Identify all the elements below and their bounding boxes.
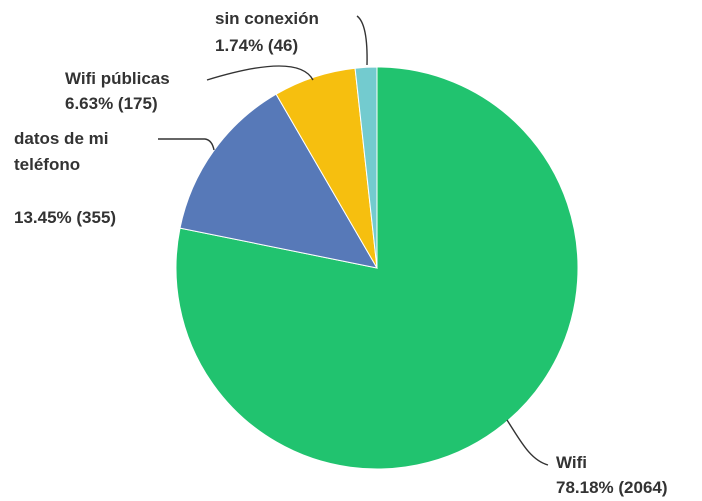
leader-lines xyxy=(158,15,549,466)
slice-datos-de-mi-teléfono xyxy=(179,93,378,269)
label-wifi-publicas-name: Wifi públicas xyxy=(65,69,170,88)
label-wifi-value: 78.18% (2064) xyxy=(556,478,668,497)
leader-wifi xyxy=(506,419,549,466)
slice-sin-conexión xyxy=(354,66,378,269)
label-datos-name-line2: teléfono xyxy=(14,155,80,174)
label-wifi-name: Wifi xyxy=(556,453,587,472)
label-sin-conexion-name: sin conexión xyxy=(215,9,319,28)
leader-datos xyxy=(158,138,215,151)
label-datos-value: 13.45% (355) xyxy=(14,208,116,227)
pie-slices xyxy=(175,66,579,470)
leader-wifi-publicas xyxy=(206,65,314,81)
label-datos-name-line1: datos de mi xyxy=(14,129,108,148)
label-wifi-publicas-value: 6.63% (175) xyxy=(65,94,158,113)
label-sin-conexion-value: 1.74% (46) xyxy=(215,36,298,55)
leader-sin-conexion xyxy=(356,15,368,66)
